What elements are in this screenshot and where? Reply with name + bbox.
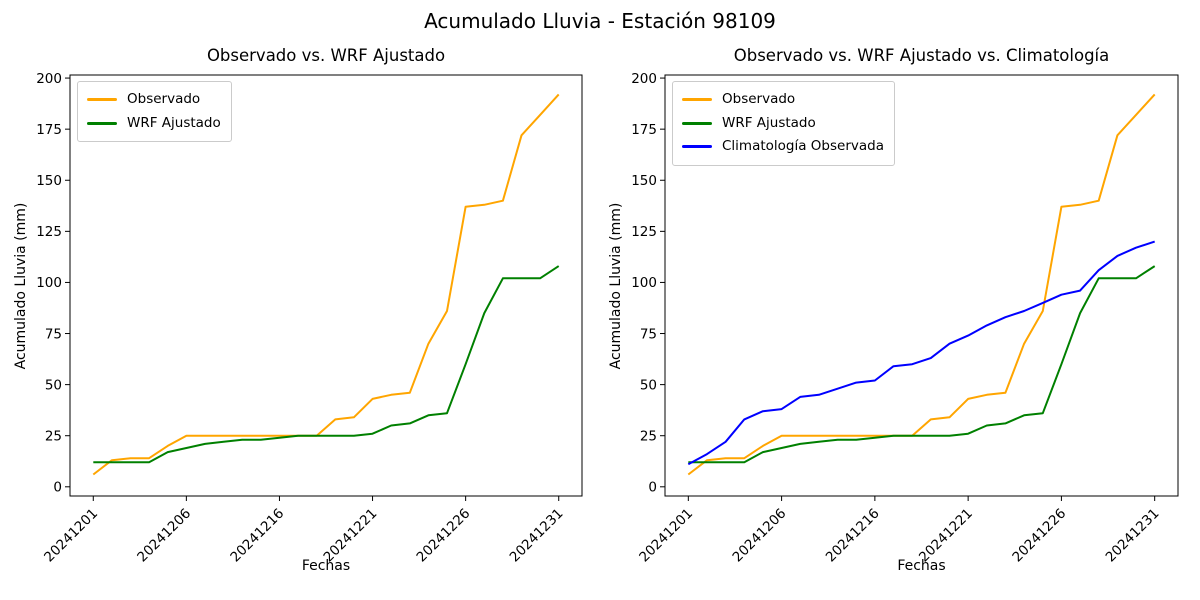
y-tick-label: 100 (36, 275, 62, 291)
right-chart-title: Observado vs. WRF Ajustado vs. Climatolo… (733, 46, 1110, 65)
y-tick-label: 25 (640, 429, 657, 445)
y-tick-label: 25 (45, 429, 62, 445)
wrf-ajustado-line-chart0 (93, 265, 560, 464)
legend-line-swatch (87, 98, 117, 102)
x-tick-label: 20241201 (636, 506, 696, 566)
left-chart-legend: Observado WRF Ajustado (77, 81, 232, 142)
legend-item-wrf-ajustado: WRF Ajustado (87, 112, 221, 136)
x-tick-label: 20241221 (916, 506, 976, 566)
legend-label: WRF Ajustado (722, 114, 816, 131)
legend-label: WRF Ajustado (127, 114, 221, 131)
y-tick-label: 50 (640, 377, 657, 393)
y-tick-label: 150 (631, 173, 657, 189)
right-chart-x-axis-label: Fechas (897, 558, 946, 574)
legend-item-climatolog-a-observada: Climatología Observada (682, 135, 884, 159)
x-tick-label: 20241221 (320, 506, 380, 566)
left-chart-title: Observado vs. WRF Ajustado (206, 46, 446, 65)
y-tick-label: 175 (631, 122, 657, 138)
legend-line-swatch (682, 145, 712, 149)
x-tick-label: 20241206 (730, 506, 790, 566)
y-tick-label: 0 (53, 480, 62, 496)
x-tick-label: 20241216 (823, 506, 883, 566)
x-tick-label: 20241231 (507, 506, 567, 566)
y-tick-label: 125 (631, 224, 657, 240)
x-tick-label: 20241206 (134, 506, 194, 566)
figure-title: Acumulado Lluvia - Estación 98109 (424, 9, 776, 33)
y-tick-label: 125 (36, 224, 62, 240)
right-chart-legend: Observado WRF Ajustado Climatología Observ… (672, 81, 895, 166)
x-tick-label: 20241231 (1103, 506, 1163, 566)
observado-line-chart0 (92, 93, 560, 476)
legend-line-swatch (87, 121, 117, 125)
legend-item-observado: Observado (682, 88, 884, 112)
y-tick-label: 200 (36, 71, 62, 87)
legend-line-swatch (682, 98, 712, 102)
y-tick-label: 175 (36, 122, 62, 138)
y-tick-label: 150 (36, 173, 62, 189)
y-tick-label: 75 (45, 326, 62, 342)
legend-label: Observado (722, 91, 796, 107)
legend-label: Observado (127, 91, 201, 107)
y-tick-label: 100 (631, 275, 657, 291)
legend-item-observado: Observado (87, 88, 221, 112)
legend-line-swatch (682, 121, 712, 125)
wrf-ajustado-line-chart1 (688, 265, 1156, 464)
legend-label: Climatología Observada (722, 138, 884, 154)
legend-item-wrf-ajustado: WRF Ajustado (682, 112, 884, 136)
x-tick-label: 20241201 (41, 506, 101, 566)
left-chart-x-axis-label: Fechas (301, 558, 351, 574)
x-tick-label: 20241226 (414, 506, 474, 566)
x-tick-label: 20241226 (1009, 506, 1069, 566)
y-tick-label: 50 (45, 377, 62, 393)
climatolog-a-observada-line-chart1 (687, 240, 1156, 466)
observado-line-chart1 (687, 93, 1156, 476)
axes-frame-chart0 (69, 74, 583, 497)
axes-frame-chart1 (664, 74, 1179, 497)
y-tick-label: 200 (631, 71, 657, 87)
y-tick-label: 0 (648, 480, 657, 496)
y-tick-label: 75 (640, 326, 657, 342)
x-tick-label: 20241216 (227, 506, 287, 566)
